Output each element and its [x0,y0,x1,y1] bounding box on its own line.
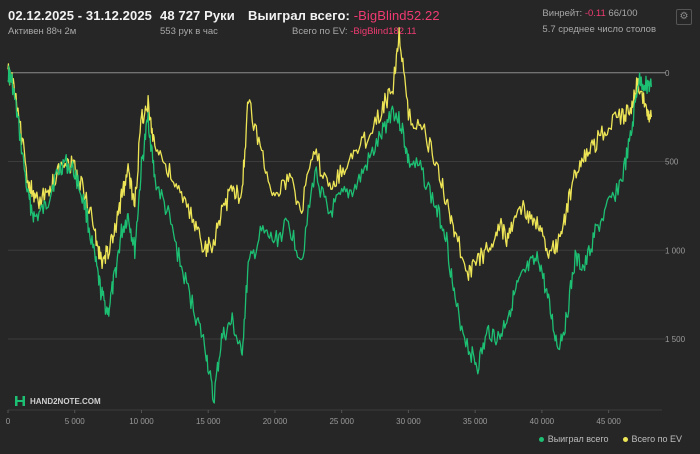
x-tick-label: 25 000 [329,417,354,426]
ev-label: Всего по EV: [292,26,348,37]
legend-item-ev[interactable]: Всего по EV [622,434,682,444]
hand2note-logo-icon [15,396,25,406]
hands-count: 48 727 Руки [160,8,235,23]
y-tick-label: 500 [665,158,679,167]
avg-tables: 5.7 среднее число столов [542,24,656,35]
active-time: Активен 88ч 2м [8,26,77,37]
winrate-label: Винрейт: [542,8,583,19]
legend-label-ev: Всего по EV [631,434,682,444]
ev-value: -BigBlind182.11 [350,26,417,37]
winrate-value: -0.11 [584,8,606,19]
x-tick-label: 10 000 [129,417,154,426]
series-line-won [7,65,652,404]
legend-item-won[interactable]: Выиграл всего [538,434,609,444]
x-tick-label: 20 000 [263,417,288,426]
won-block: Выиграл всего: -BigBlind52.22 Всего по E… [248,8,440,37]
hands-per-hour: 553 рук в час [160,26,218,37]
series-line-ev [7,26,652,281]
gear-icon[interactable]: ⚙ [676,9,692,25]
legend-label-won: Выиграл всего [547,434,609,444]
y-tick-label: 0 [665,69,670,78]
date-block: 02.12.2025 - 31.12.2025 Активен 88ч 2м [8,8,152,37]
y-tick-label: 1 500 [665,335,686,344]
x-tick-label: 30 000 [396,417,421,426]
header-summary: 02.12.2025 - 31.12.2025 Активен 88ч 2м 4… [8,8,692,48]
won-label: Выиграл всего: [248,8,350,23]
logo: HAND2NOTE.COM [14,395,101,407]
x-tick-label: 45 000 [596,417,621,426]
chart-legend: Выиграл всего Всего по EV [538,434,682,444]
legend-dot-won [538,436,544,442]
x-tick-label: 35 000 [463,417,488,426]
x-tick-label: 0 [6,417,11,426]
logo-text: HAND2NOTE.COM [30,396,101,406]
date-range: 02.12.2025 - 31.12.2025 [8,8,152,23]
legend-dot-ev [622,436,628,442]
x-tick-label: 15 000 [196,417,221,426]
winrate-count: 66/100 [608,8,638,19]
x-tick-label: 40 000 [530,417,555,426]
winrate-block: Винрейт: -0.11 66/100 5.7 среднее число … [542,8,656,35]
hands-block: 48 727 Руки 553 рук в час [160,8,235,37]
y-tick-label: 1 000 [665,246,686,255]
x-tick-label: 5 000 [65,417,86,426]
won-value: -BigBlind52.22 [353,8,440,23]
